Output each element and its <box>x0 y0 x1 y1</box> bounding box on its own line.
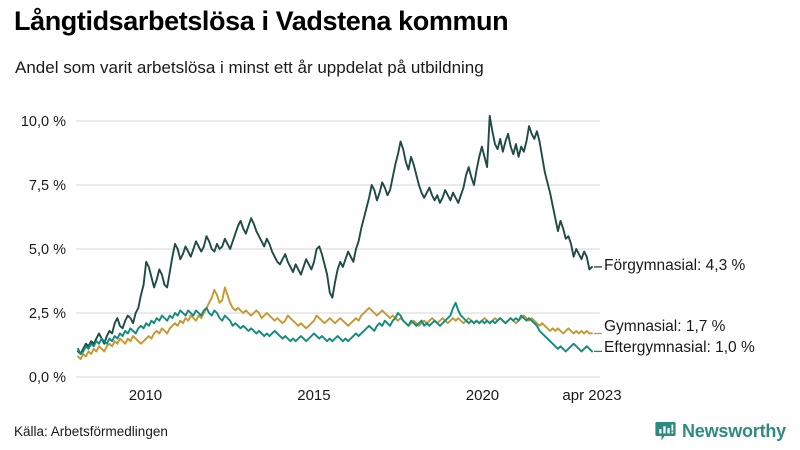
page-subtitle: Andel som varit arbetslösa i minst ett å… <box>15 58 484 77</box>
logo-text: Newsworthy <box>681 421 786 441</box>
series-label-eftergymnasial: Eftergymnasial: 1,0 % <box>604 339 755 356</box>
y-axis-tick-label: 10,0 % <box>21 114 66 130</box>
page-title: Långtidsarbetslösa i Vadstena kommun <box>14 6 509 36</box>
series-labels: Förgymnasial: 4,3 % Gymnasial: 1,7 % Efter… <box>594 257 755 356</box>
y-axis-tick-label: 0,0 % <box>29 370 66 386</box>
y-axis-tick-label: 5,0 % <box>29 242 66 258</box>
x-axis-tick-label: apr 2023 <box>562 387 621 404</box>
series-line-förgymnasial <box>77 114 593 355</box>
gridlines <box>76 120 600 378</box>
series-label-förgymnasial: Förgymnasial: 4,3 % <box>604 257 745 274</box>
source-note: Källa: Arbetsförmedlingen <box>14 424 168 439</box>
newsworthy-logo[interactable]: Newsworthy <box>655 421 786 442</box>
x-axis-tick-label: 2020 <box>466 387 499 404</box>
data-series-lines <box>77 114 593 361</box>
y-axis-tick-label: 2,5 % <box>29 306 66 322</box>
x-axis-ticks: 2010 2015 2020 apr 2023 <box>129 387 622 404</box>
y-axis-tick-label: 7,5 % <box>29 178 66 194</box>
series-line-eftergymnasial <box>77 301 593 355</box>
x-axis-tick-label: 2015 <box>297 387 330 404</box>
bar-chart-bubble-icon <box>655 421 676 442</box>
line-chart: 10,0 % 7,5 % 5,0 % 2,5 % 0,0 % 2010 2015 2020 a… <box>21 114 755 404</box>
plot-area: 10,0 % 7,5 % 5,0 % 2,5 % 0,0 % 2010 2015 2020 a… <box>0 95 800 405</box>
series-label-gymnasial: Gymnasial: 1,7 % <box>604 318 726 335</box>
x-axis-tick-label: 2010 <box>129 387 162 404</box>
y-axis-ticks: 10,0 % 7,5 % 5,0 % 2,5 % 0,0 % <box>21 114 66 386</box>
